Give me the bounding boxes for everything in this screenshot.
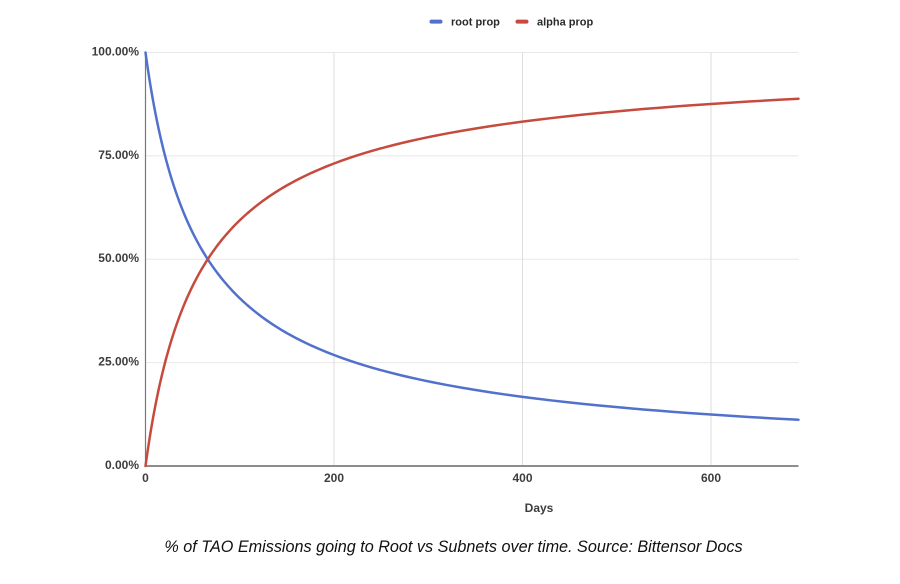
svg-text:0.00%: 0.00% [105,458,139,472]
svg-text:Days: Days [525,501,554,515]
svg-text:200: 200 [324,471,344,485]
svg-text:0: 0 [142,471,149,485]
svg-text:600: 600 [701,471,721,485]
svg-text:100.00%: 100.00% [92,44,140,58]
svg-text:50.00%: 50.00% [98,251,139,265]
svg-text:% of TAO Emissions going to Ro: % of TAO Emissions going to Root vs Subn… [164,538,742,556]
svg-text:25.00%: 25.00% [98,355,139,369]
svg-text:alpha prop: alpha prop [537,17,594,29]
svg-text:75.00%: 75.00% [98,148,139,162]
svg-text:400: 400 [512,471,532,485]
svg-text:root prop: root prop [451,17,500,29]
